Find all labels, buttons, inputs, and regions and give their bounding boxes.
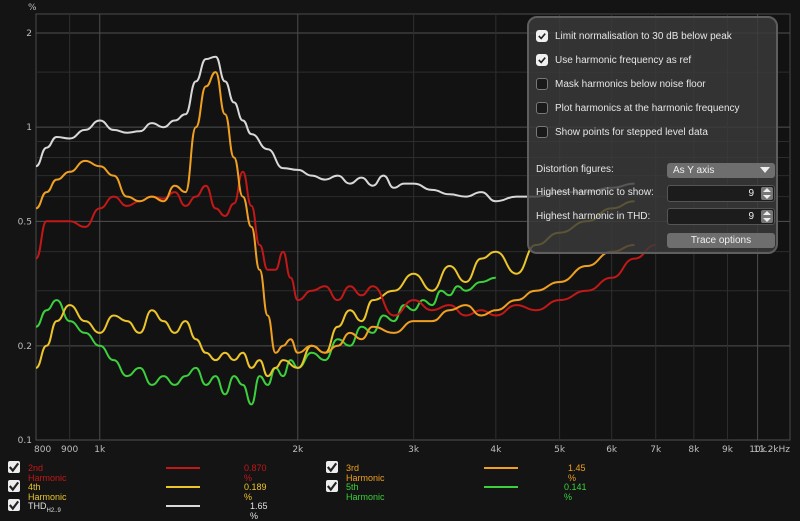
legend-2nd-harmonic-checkbox[interactable] — [8, 461, 20, 473]
checkmark-icon — [538, 57, 546, 64]
show-points-stepped-label: Show points for stepped level data — [555, 126, 708, 138]
mask-below-noise-label: Mask harmonics below noise floor — [555, 78, 706, 90]
highest-harmonic-thd-value: 9 — [748, 211, 754, 222]
legend-3rd-harmonic-name: 3rd Harmonic — [346, 463, 385, 483]
legend-3rd-harmonic-value: 1.45 % — [568, 463, 586, 483]
legend-4th-harmonic-value: 0.189 % — [244, 482, 267, 502]
x-tick-label: 9k — [722, 445, 734, 455]
legend-2nd-harmonic-name: 2nd Harmonic — [28, 463, 67, 483]
x-tick-label: 5k — [554, 445, 566, 455]
checkmark-icon — [8, 462, 20, 473]
spinner-buttons[interactable] — [761, 210, 773, 223]
legend-5th-harmonic-checkbox[interactable] — [326, 480, 338, 492]
legend-2nd-harmonic-value: 0.870 % — [244, 463, 267, 483]
chevron-down-icon — [760, 167, 770, 173]
plot-at-harmonic-freq-option[interactable]: Plot harmonics at the harmonic frequency — [536, 100, 740, 116]
distortion-figures-select[interactable]: As Y axis — [667, 163, 775, 178]
x-tick-label: 7k — [650, 445, 662, 455]
legend-2nd-harmonic-swatch — [166, 467, 200, 469]
show-points-stepped-checkbox[interactable] — [536, 126, 548, 138]
x-tick-label: 800 — [34, 445, 51, 455]
x-tick-label: 8k — [688, 445, 700, 455]
distortion-options-panel: Limit normalisation to 30 dB below peak … — [527, 16, 778, 254]
checkmark-icon — [538, 33, 546, 40]
distortion-figures-value: As Y axis — [673, 165, 715, 176]
legend-3rd-harmonic-checkbox[interactable] — [326, 461, 338, 473]
arrow-down-icon[interactable] — [763, 195, 771, 199]
limit-normalisation-checkbox[interactable] — [536, 30, 548, 42]
x-tick-label: 900 — [61, 445, 78, 455]
x-tick-label: 6k — [606, 445, 618, 455]
limit-normalisation-label: Limit normalisation to 30 dB below peak — [555, 30, 732, 42]
highest-harmonic-thd-label: Highest harmonic in THD: — [536, 211, 651, 222]
y-unit-label: % — [28, 3, 37, 13]
checkmark-icon — [8, 481, 20, 492]
x-tick-label: 3k — [408, 445, 420, 455]
highest-harmonic-thd-spinner[interactable]: 9 — [667, 208, 775, 225]
series-line-5th-harmonic — [35, 276, 496, 406]
show-points-stepped-option[interactable]: Show points for stepped level data — [536, 124, 708, 140]
legend-thd-checkbox[interactable] — [8, 499, 20, 511]
plot-at-harmonic-freq-label: Plot harmonics at the harmonic frequency — [555, 102, 740, 114]
arrow-up-icon[interactable] — [763, 211, 771, 215]
legend-thd-value: 1.65 % — [250, 501, 268, 521]
legend-5th-harmonic-value: 0.141 % — [564, 482, 587, 502]
y-tick-label: 0.2 — [18, 342, 32, 352]
y-tick-label: 0.5 — [18, 217, 32, 227]
use-harmonic-freq-option[interactable]: Use harmonic frequency as ref — [536, 52, 691, 68]
x-tick-label: 2k — [292, 445, 304, 455]
mask-below-noise-option[interactable]: Mask harmonics below noise floor — [536, 76, 706, 92]
highest-harmonic-show-label: Highest harmonic to show: — [536, 187, 654, 198]
legend-thd-subscript: H2..9 — [46, 507, 61, 514]
arrow-up-icon[interactable] — [763, 188, 771, 192]
highest-harmonic-show-value: 9 — [748, 188, 754, 199]
x-tick-label: 1k — [94, 445, 106, 455]
legend-5th-harmonic-name: 5th Harmonic — [346, 482, 385, 502]
plot-at-harmonic-freq-checkbox[interactable] — [536, 102, 548, 114]
x-tick-label: 11.2kHz — [753, 445, 790, 455]
y-tick-label: 0.1 — [18, 436, 32, 446]
checkmark-icon — [326, 462, 338, 473]
y-tick-label: 2 — [26, 29, 32, 39]
legend-4th-harmonic-name: 4th Harmonic — [28, 482, 67, 502]
checkmark-icon — [8, 500, 20, 511]
legend-thd-label: THD — [28, 501, 47, 511]
x-tick-label: 10k — [749, 445, 766, 455]
distortion-figures-label: Distortion figures: — [536, 164, 614, 175]
trace-options-button[interactable]: Trace options — [667, 233, 775, 248]
arrow-down-icon[interactable] — [763, 218, 771, 222]
spinner-buttons[interactable] — [761, 187, 773, 200]
checkmark-icon — [326, 481, 338, 492]
series-line-3rd-harmonic — [35, 71, 635, 354]
x-tick-label: 4k — [490, 445, 502, 455]
use-harmonic-freq-checkbox[interactable] — [536, 54, 548, 66]
legend-5th-harmonic-swatch — [484, 486, 518, 488]
legend-thd-name: THDH2..9 — [28, 501, 61, 514]
series-line-4th-harmonic — [35, 200, 635, 378]
limit-normalisation-option[interactable]: Limit normalisation to 30 dB below peak — [536, 28, 732, 44]
legend-thd-swatch — [166, 505, 200, 507]
y-tick-label: 1 — [26, 123, 32, 133]
legend-3rd-harmonic-swatch — [484, 467, 518, 469]
legend-4th-harmonic-swatch — [166, 486, 200, 488]
mask-below-noise-checkbox[interactable] — [536, 78, 548, 90]
use-harmonic-freq-label: Use harmonic frequency as ref — [555, 54, 692, 66]
series-line-thd — [35, 55, 635, 203]
legend-4th-harmonic-checkbox[interactable] — [8, 480, 20, 492]
highest-harmonic-show-spinner[interactable]: 9 — [667, 185, 775, 202]
